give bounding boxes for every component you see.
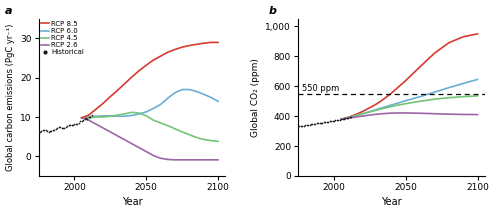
Text: 550 ppm: 550 ppm	[302, 84, 340, 93]
Y-axis label: Global CO₂ (ppm): Global CO₂ (ppm)	[251, 58, 260, 137]
Text: a: a	[5, 6, 12, 16]
Legend: RCP 8.5, RCP 6.0, RCP 4.5, RCP 2.6, Historical: RCP 8.5, RCP 6.0, RCP 4.5, RCP 2.6, Hist…	[41, 21, 84, 55]
Text: b: b	[268, 6, 276, 16]
X-axis label: Year: Year	[381, 197, 401, 207]
X-axis label: Year: Year	[122, 197, 142, 207]
Y-axis label: Global carbon emissions (PgC yr⁻¹): Global carbon emissions (PgC yr⁻¹)	[5, 24, 14, 171]
